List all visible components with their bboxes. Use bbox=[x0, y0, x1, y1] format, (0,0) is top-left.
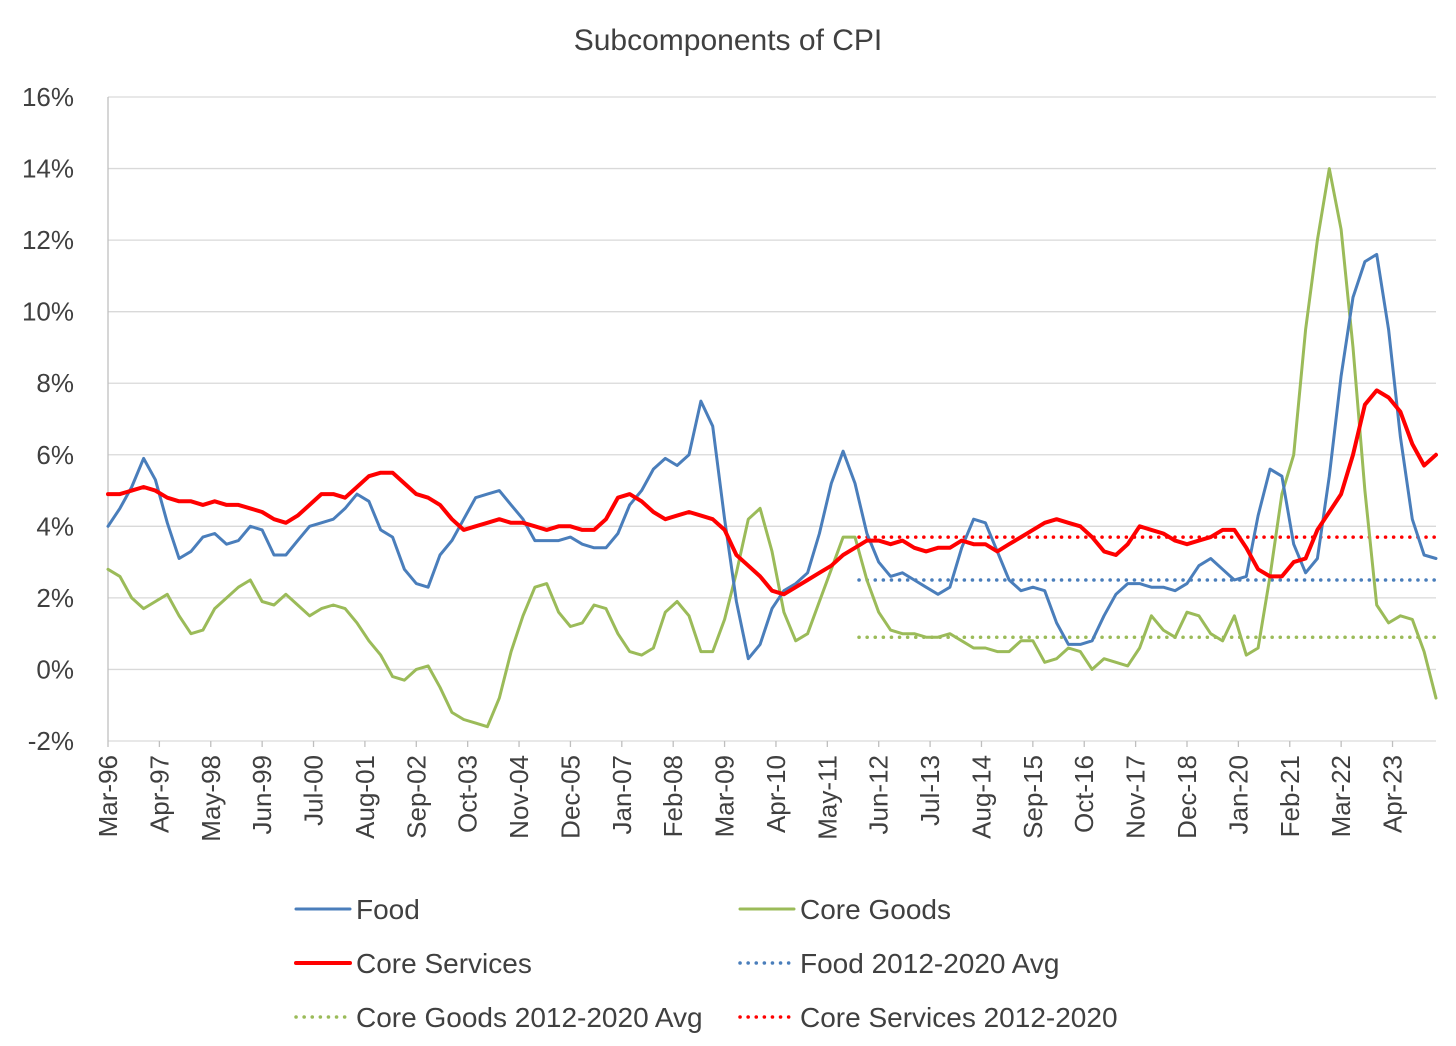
x-tick-label: Dec-18 bbox=[1172, 755, 1202, 839]
series-line-2 bbox=[106, 388, 1438, 597]
series-layer bbox=[106, 167, 1438, 729]
x-tick-label: Oct-16 bbox=[1069, 755, 1099, 833]
x-tick-label: Feb-08 bbox=[658, 755, 688, 837]
x-tick-label: Feb-21 bbox=[1275, 755, 1305, 837]
x-tick-label: Jul-00 bbox=[299, 755, 329, 826]
legend-label: Core Services 2012-2020 bbox=[800, 1002, 1118, 1033]
series-line-0 bbox=[106, 252, 1438, 661]
x-tick-label: Nov-04 bbox=[504, 755, 534, 839]
x-tick-label: Apr-23 bbox=[1378, 755, 1408, 833]
x-tick-label: Dec-05 bbox=[555, 755, 585, 839]
legend: Food Core Goods Core Services Food 2012-202… bbox=[294, 894, 1118, 1033]
series-line-1 bbox=[106, 167, 1438, 729]
x-tick-label: Oct-03 bbox=[453, 755, 483, 833]
y-tick-label: 8% bbox=[36, 368, 74, 398]
x-tick-label: Aug-14 bbox=[966, 755, 996, 839]
x-tick-label: Jul-13 bbox=[915, 755, 945, 826]
grid-layer bbox=[107, 96, 1436, 742]
y-axis-tick-labels: -2% 0% 2% 4% 6% 8% 10% 12% 14% 16% bbox=[22, 82, 74, 756]
y-tick-label: 0% bbox=[36, 654, 74, 684]
x-tick-label: Jan-07 bbox=[607, 755, 637, 835]
legend-label: Core Goods bbox=[800, 894, 951, 925]
y-tick-label: 10% bbox=[22, 297, 74, 327]
x-tick-label: Sep-02 bbox=[401, 755, 431, 839]
x-tick-label: Jun-12 bbox=[864, 755, 894, 835]
chart-title: Subcomponents of CPI bbox=[574, 24, 883, 57]
x-tick-label: Mar-96 bbox=[93, 755, 123, 837]
legend-label: Food bbox=[356, 894, 420, 925]
y-tick-label: 6% bbox=[36, 440, 74, 470]
legend-label: Food 2012-2020 Avg bbox=[800, 948, 1059, 979]
x-tick-label: Mar-09 bbox=[710, 755, 740, 837]
x-tick-label: Jan-20 bbox=[1223, 755, 1253, 835]
x-tick-label: May-98 bbox=[196, 755, 226, 842]
x-tick-label: Mar-22 bbox=[1326, 755, 1356, 837]
x-axis-tick-labels: Mar-96 Apr-97 May-98 Jun-99 Jul-00 Aug-01 Sep-… bbox=[93, 741, 1408, 842]
x-tick-label: Jun-99 bbox=[247, 755, 277, 835]
x-tick-label: Apr-10 bbox=[761, 755, 791, 833]
legend-label: Core Goods 2012-2020 Avg bbox=[356, 1002, 703, 1033]
y-tick-label: 16% bbox=[22, 82, 74, 112]
y-tick-label: 2% bbox=[36, 583, 74, 613]
x-tick-label: Aug-01 bbox=[350, 755, 380, 839]
legend-label: Core Services bbox=[356, 948, 532, 979]
x-tick-label: Apr-97 bbox=[144, 755, 174, 833]
x-tick-label: Sep-15 bbox=[1018, 755, 1048, 839]
y-tick-label: 14% bbox=[22, 154, 74, 184]
y-tick-label: 12% bbox=[22, 225, 74, 255]
y-tick-label: 4% bbox=[36, 511, 74, 541]
y-tick-label: -2% bbox=[28, 726, 74, 756]
x-tick-label: Nov-17 bbox=[1121, 755, 1151, 839]
x-tick-label: May-11 bbox=[812, 755, 842, 840]
